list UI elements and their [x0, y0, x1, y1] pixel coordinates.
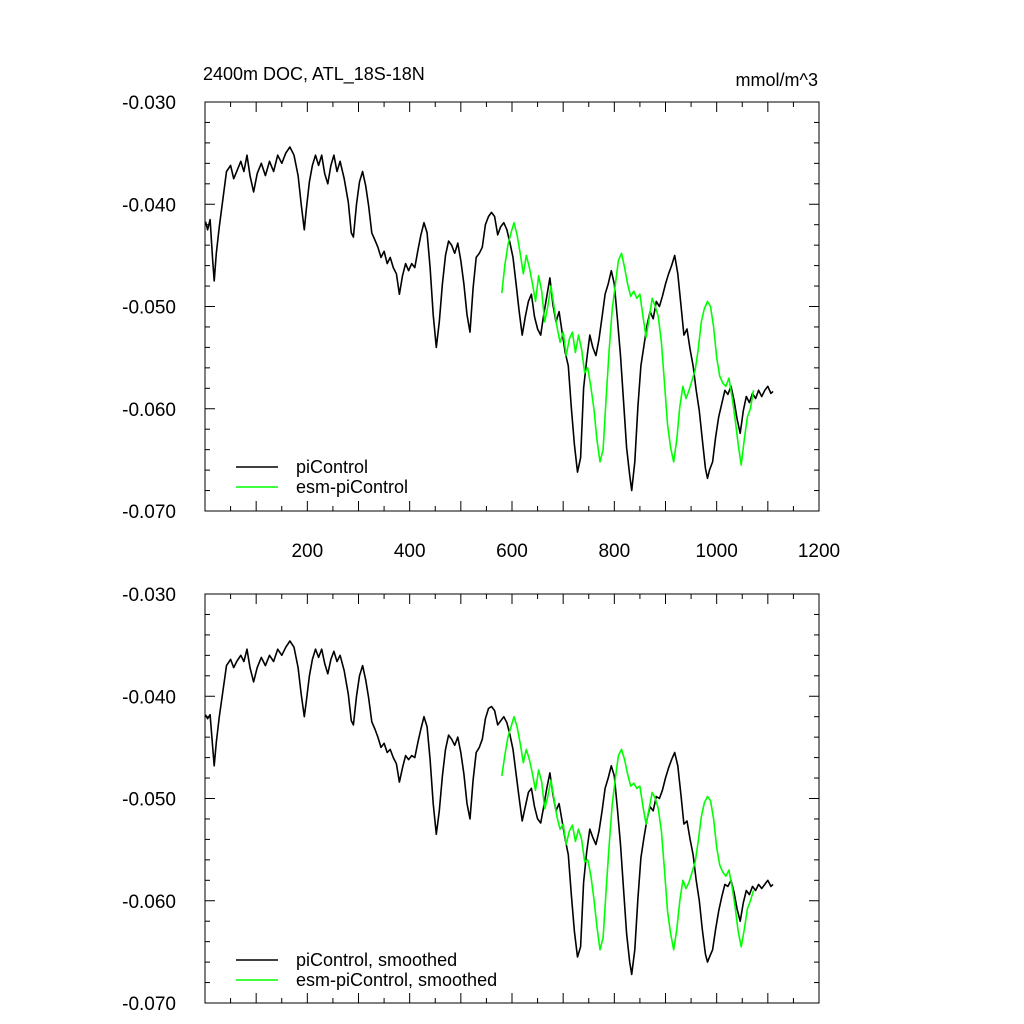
y-tick-label: -0.030 — [122, 585, 176, 606]
x-tick-label: 800 — [598, 541, 630, 562]
y-tick-label: -0.050 — [122, 790, 176, 811]
legend-label: piControl, smoothed — [296, 950, 457, 970]
series-line-picontrol — [204, 146, 774, 492]
y-tick-label: -0.040 — [122, 195, 176, 216]
x-tick-label: 1200 — [798, 541, 840, 562]
bottom-panel-ticks: -0.030 -0.040 -0.050 -0.060 -0.070 — [122, 585, 820, 1015]
series-line-picontrol — [204, 640, 774, 976]
y-tick-label: -0.060 — [122, 892, 176, 913]
y-tick-label: -0.060 — [122, 400, 176, 421]
bottom-panel-lines — [204, 640, 774, 976]
x-tick-label: 600 — [496, 541, 528, 562]
top-panel-ticks: -0.030 -0.040 -0.050 -0.060 -0.070 200 400 600 8… — [122, 93, 840, 562]
bottom-plot-frame — [204, 593, 820, 1004]
legend-label: esm-piControl — [296, 477, 408, 497]
legend-label: piControl — [296, 457, 368, 477]
x-tick-label: 400 — [394, 541, 426, 562]
y-tick-label: -0.030 — [122, 93, 176, 114]
top-panel: 2400m DOC, ATL_18S-18N mmol/m^3 -0.030-0… — [122, 64, 840, 562]
units-label: mmol/m^3 — [736, 70, 818, 90]
top-panel-lines — [204, 146, 774, 492]
y-tick-label: -0.040 — [122, 687, 176, 708]
legend-label: esm-piControl, smoothed — [296, 970, 497, 990]
y-tick-label: -0.070 — [122, 994, 176, 1015]
top-plot-frame — [204, 101, 820, 512]
x-tick-label: 200 — [291, 541, 323, 562]
y-tick-label: -0.070 — [122, 502, 176, 523]
bottom-panel: -0.030 -0.040 -0.050 -0.060 -0.070 piControl… — [122, 585, 820, 1015]
chart-title: 2400m DOC, ATL_18S-18N — [203, 64, 425, 85]
series-line-esm-picontrol — [501, 715, 755, 951]
x-tick-label: 1000 — [696, 541, 738, 562]
series-line-esm-picontrol — [501, 221, 755, 466]
y-tick-label: -0.050 — [122, 298, 176, 319]
